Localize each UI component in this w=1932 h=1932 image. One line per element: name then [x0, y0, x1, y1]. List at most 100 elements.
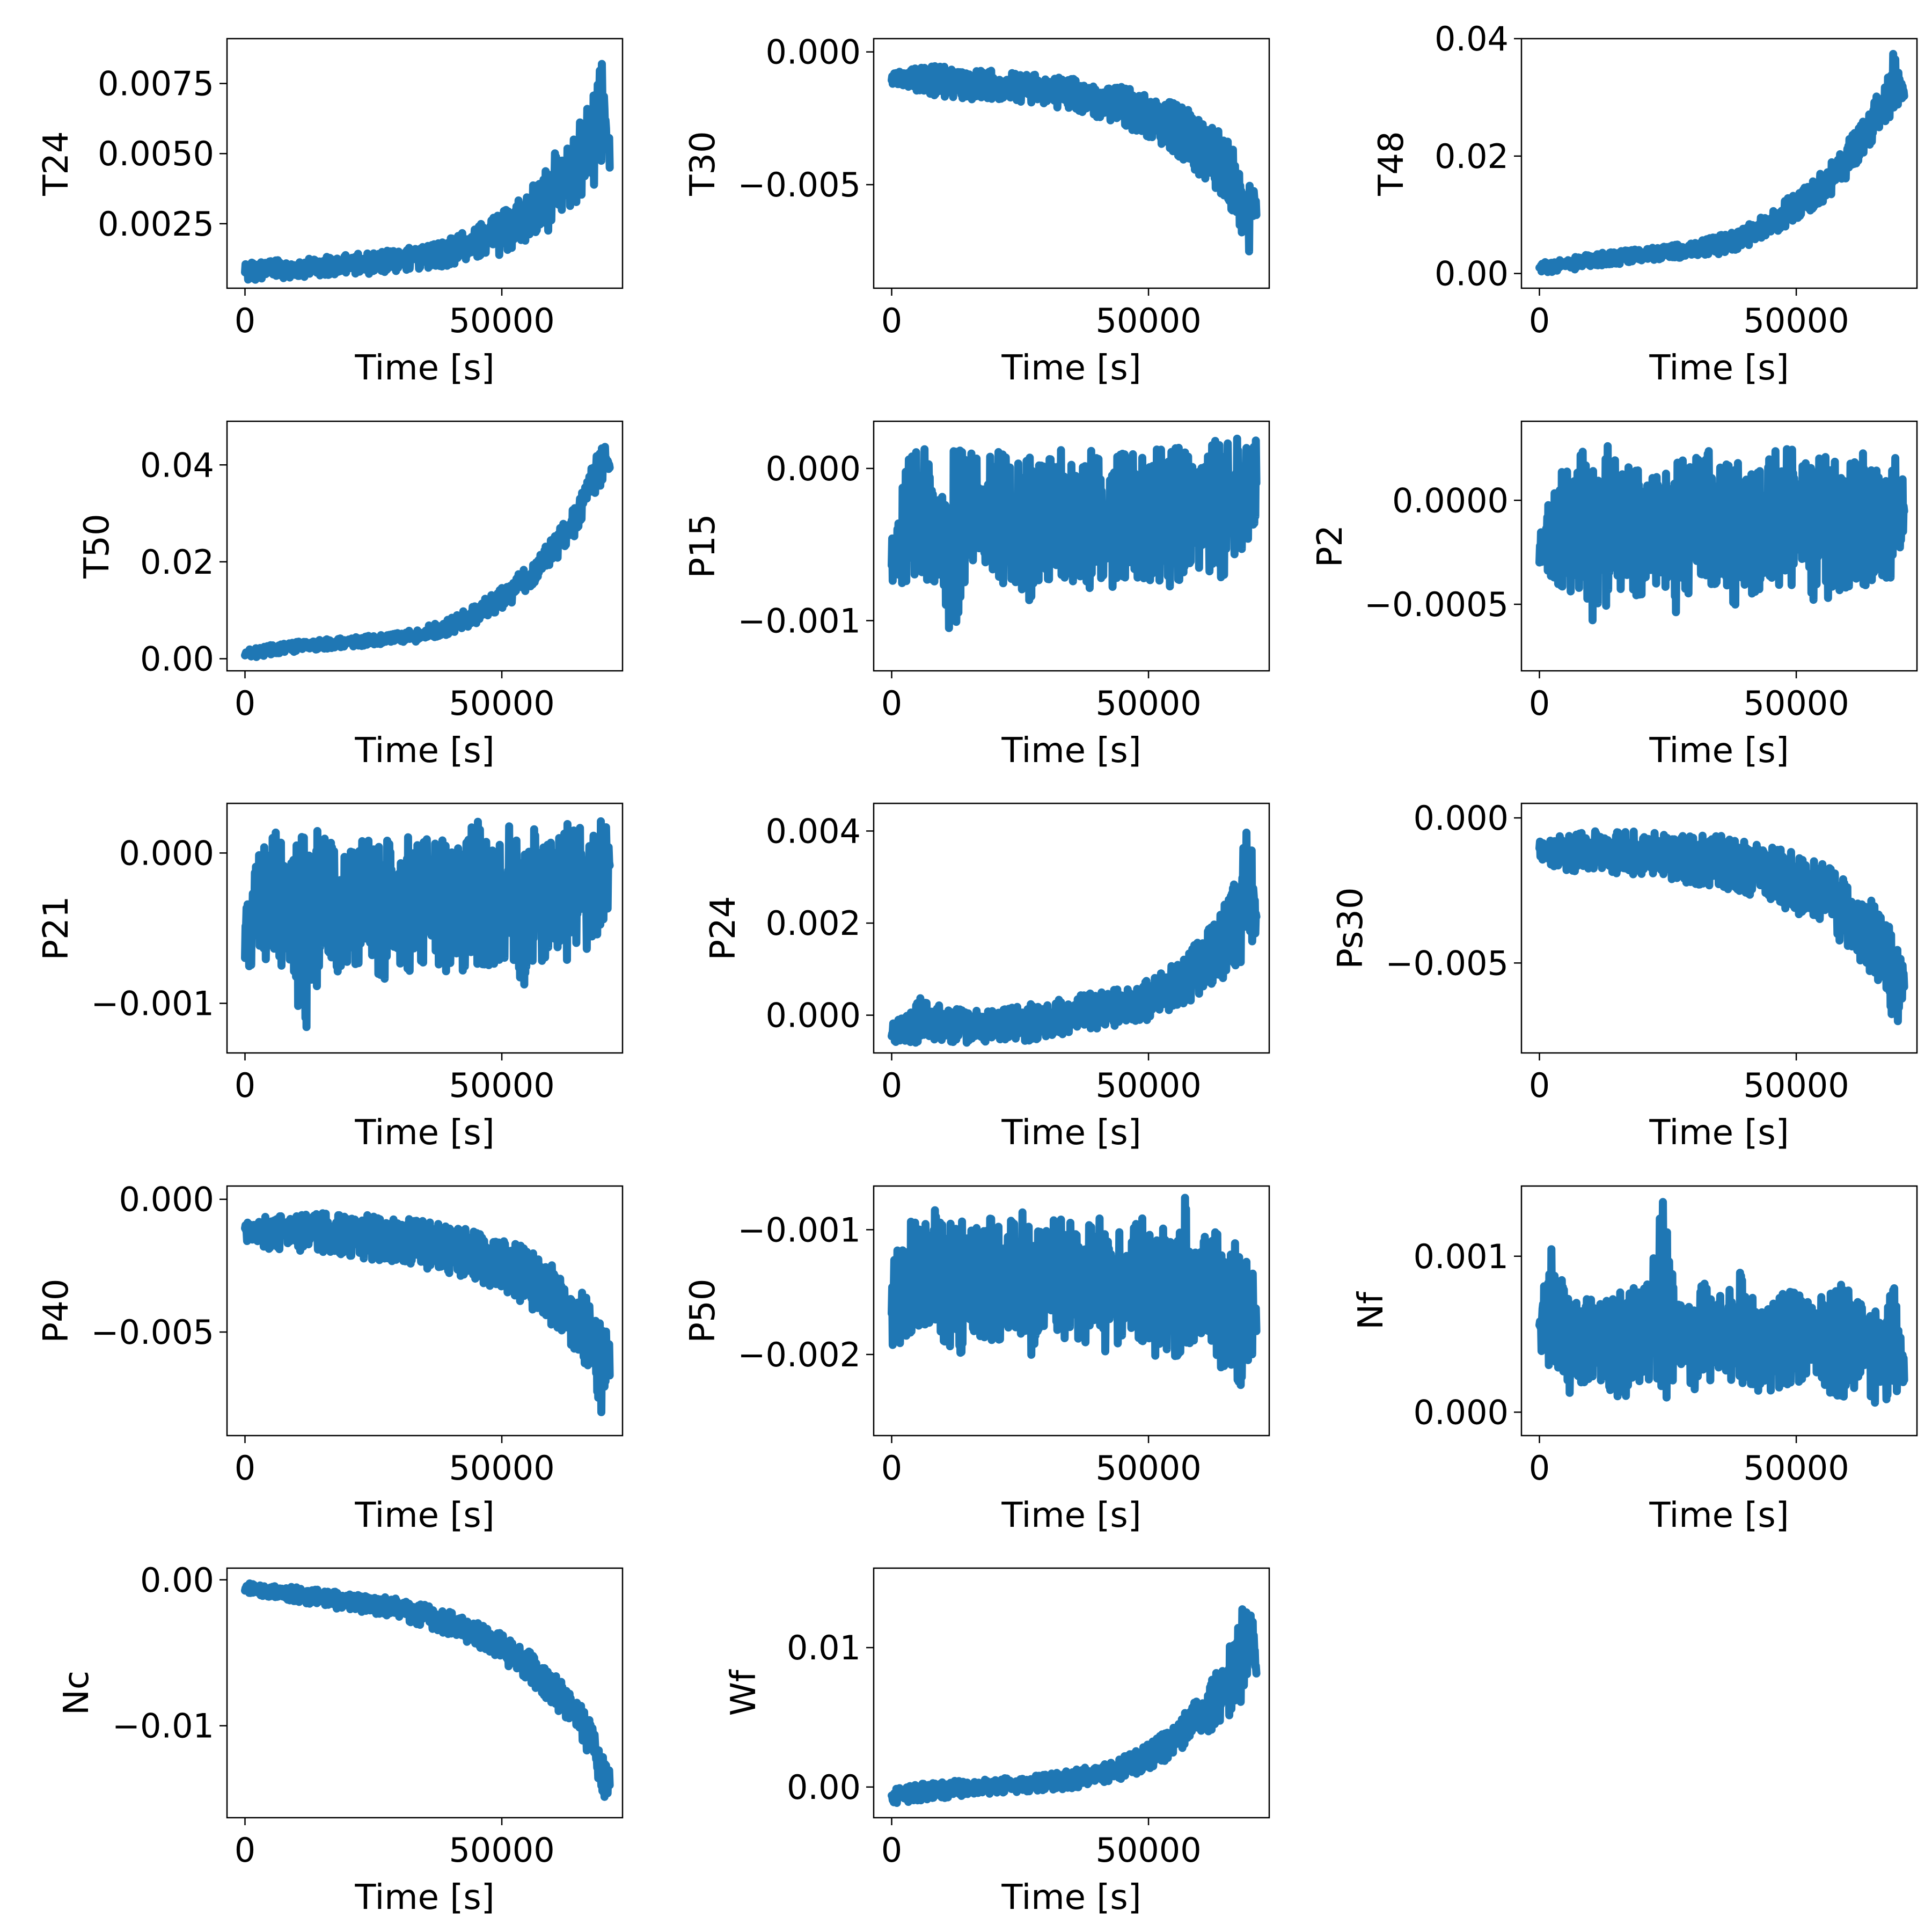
y-tick-label: 0.04	[1435, 19, 1509, 58]
y-axis-label: P15	[683, 514, 723, 578]
series-line-p15	[888, 434, 1261, 632]
subplot-p21: 0 50000 0.000 −0.001 Time [s] P21	[36, 802, 624, 1153]
x-axis-label: Time [s]	[354, 348, 494, 388]
x-tick-label: 50000	[1743, 1066, 1849, 1105]
y-axis-label: Ps30	[1331, 887, 1371, 969]
x-tick-label: 0	[881, 1831, 902, 1870]
y-tick-label: −0.005	[91, 1313, 214, 1352]
y-axis-label: P2	[1311, 525, 1350, 567]
x-tick-label: 0	[235, 1831, 255, 1870]
y-tick-label: −0.0005	[1364, 585, 1509, 624]
y-tick-label: 0.000	[119, 1180, 215, 1219]
x-tick-label: 0	[235, 1066, 255, 1105]
series-line-p40	[241, 1209, 614, 1416]
y-tick-label: 0.000	[1414, 1393, 1509, 1432]
y-tick-label: 0.00	[787, 1768, 861, 1807]
y-tick-label: 0.0000	[1392, 481, 1509, 520]
x-axis-label: Time [s]	[1001, 348, 1141, 388]
x-tick-label: 50000	[449, 1066, 554, 1105]
x-tick-label: 50000	[1743, 1448, 1849, 1488]
x-tick-label: 0	[235, 301, 255, 340]
y-tick-label: 0.000	[766, 449, 861, 488]
subplot-nf: 0 50000 0.000 0.001 Time [s] Nf	[1351, 1185, 1918, 1535]
subplot-t24: 0 50000 0.0025 0.0050 0.0075 Time [s] T24	[36, 38, 624, 388]
y-axis-label: T30	[683, 131, 723, 196]
axes-frame-p21	[226, 802, 624, 1054]
y-axis-label: T24	[36, 131, 76, 196]
y-axis-label: P24	[704, 896, 743, 960]
axes-frame-p24	[873, 802, 1270, 1054]
y-axis-label: Nf	[1351, 1291, 1391, 1330]
x-tick-label: 0	[235, 684, 255, 723]
subplot-p40: 0 50000 0.000 −0.005 Time [s] P40	[36, 1180, 624, 1535]
axes-frame-p50	[873, 1185, 1270, 1437]
x-tick-label: 50000	[1095, 301, 1201, 340]
axes-frame-wf	[873, 1567, 1270, 1819]
subplot-p2: 0 50000 0.0000 −0.0005 Time [s] P2	[1311, 420, 1918, 771]
series-line-t50	[241, 443, 614, 661]
x-axis-label: Time [s]	[1001, 1496, 1141, 1535]
axes-frame-nc	[226, 1567, 624, 1819]
subplot-nc: 0 50000 0.00 −0.01 Time [s] Nc	[57, 1561, 624, 1918]
series-line-p2	[1535, 442, 1908, 625]
y-tick-label: 0.000	[766, 33, 861, 72]
x-tick-label: 0	[881, 301, 902, 340]
y-tick-label: −0.001	[738, 1210, 861, 1249]
x-axis-label: Time [s]	[354, 1496, 494, 1535]
x-axis-label: Time [s]	[1649, 1496, 1789, 1535]
axes-frame-t50	[226, 420, 624, 672]
subplot-p50: 0 50000 −0.001 −0.002 Time [s] P50	[683, 1185, 1270, 1535]
y-tick-label: −0.005	[738, 165, 861, 204]
y-axis-label: T50	[77, 514, 117, 579]
axes-frame-t24	[226, 38, 624, 289]
series-line-t30	[888, 62, 1261, 255]
x-tick-label: 0	[881, 1448, 902, 1488]
y-axis-label: Wf	[724, 1669, 764, 1716]
x-tick-label: 50000	[449, 1831, 554, 1870]
x-tick-label: 50000	[449, 1448, 554, 1488]
y-tick-label: 0.0025	[98, 204, 214, 244]
series-line-ps30	[1535, 827, 1908, 1026]
axes-frame-p2	[1520, 420, 1918, 672]
subplot-p15: 0 50000 0.000 −0.001 Time [s] P15	[683, 420, 1270, 771]
y-axis-label: P40	[36, 1278, 76, 1343]
x-tick-label: 50000	[1743, 301, 1849, 340]
y-tick-label: 0.02	[1435, 137, 1509, 176]
axes-frame-t48	[1520, 38, 1918, 289]
x-axis-label: Time [s]	[1001, 731, 1141, 771]
y-axis-label: P50	[683, 1278, 723, 1343]
y-tick-label: −0.002	[738, 1335, 861, 1374]
x-axis-label: Time [s]	[1001, 1113, 1141, 1153]
series-line-nc	[241, 1579, 614, 1801]
y-tick-label: 0.04	[140, 445, 214, 485]
y-tick-label: 0.0050	[98, 134, 214, 173]
series-line-t24	[241, 60, 614, 284]
series-line-nf	[1535, 1198, 1908, 1407]
series-line-p24	[888, 829, 1261, 1047]
x-axis-label: Time [s]	[1649, 1113, 1789, 1153]
x-tick-label: 0	[881, 684, 902, 723]
y-tick-label: 0.000	[766, 996, 861, 1035]
series-line-t48	[1535, 50, 1908, 276]
axes-frame-p40	[226, 1185, 624, 1437]
axes-frame-p15	[873, 420, 1270, 672]
x-tick-label: 50000	[1095, 1066, 1201, 1105]
x-axis-label: Time [s]	[354, 731, 494, 771]
subplot-ps30: 0 50000 0.000 −0.005 Time [s] Ps30	[1331, 799, 1918, 1153]
x-tick-label: 0	[1529, 684, 1550, 723]
y-tick-label: 0.001	[1414, 1237, 1509, 1276]
x-tick-label: 0	[881, 1066, 902, 1105]
subplot-t50: 0 50000 0.00 0.02 0.04 Time [s] T50	[77, 420, 624, 771]
y-tick-label: 0.01	[787, 1628, 861, 1667]
y-tick-label: 0.00	[140, 639, 214, 678]
y-axis-label: T48	[1372, 131, 1411, 196]
x-axis-label: Time [s]	[354, 1878, 494, 1918]
y-tick-label: −0.005	[1386, 943, 1509, 983]
axes-frame-ps30	[1520, 802, 1918, 1054]
subplot-t48: 0 50000 0.00 0.02 0.04 Time [s] T48	[1372, 19, 1918, 388]
x-tick-label: 50000	[1743, 684, 1849, 723]
axes-frame-nf	[1520, 1185, 1918, 1437]
y-tick-label: 0.0075	[98, 64, 214, 104]
x-tick-label: 50000	[1095, 1448, 1201, 1488]
series-line-wf	[888, 1605, 1261, 1807]
